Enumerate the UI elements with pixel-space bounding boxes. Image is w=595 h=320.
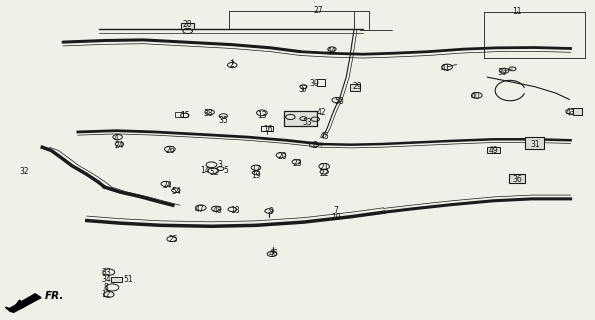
Text: 24: 24 <box>115 141 124 150</box>
Text: 49: 49 <box>488 146 498 155</box>
Text: 12: 12 <box>102 290 111 299</box>
Text: 17: 17 <box>251 165 261 174</box>
Bar <box>487 147 500 153</box>
Text: 25: 25 <box>168 235 178 244</box>
Text: 10: 10 <box>331 213 341 222</box>
Text: 36: 36 <box>512 175 522 184</box>
Text: 34: 34 <box>102 275 111 284</box>
Text: 24: 24 <box>162 181 172 190</box>
Text: 15: 15 <box>180 111 190 120</box>
Bar <box>350 84 361 91</box>
Text: 28: 28 <box>183 20 192 29</box>
Text: 39: 39 <box>497 68 507 77</box>
Text: 38: 38 <box>203 109 213 118</box>
Text: 30: 30 <box>309 79 319 88</box>
Text: 2: 2 <box>230 60 234 69</box>
Text: 37: 37 <box>299 85 308 94</box>
Text: FR.: FR. <box>45 292 65 301</box>
Text: 47: 47 <box>195 205 205 214</box>
Bar <box>181 23 194 29</box>
Text: 29: 29 <box>352 82 362 91</box>
Bar <box>111 276 122 282</box>
Text: 16: 16 <box>263 125 273 134</box>
Text: 31: 31 <box>530 140 540 148</box>
Text: 51: 51 <box>124 275 133 284</box>
Text: 21: 21 <box>320 164 329 172</box>
Text: 42: 42 <box>317 108 326 117</box>
Text: 48: 48 <box>212 206 222 215</box>
Bar <box>525 137 544 149</box>
Bar <box>573 108 583 115</box>
Text: 8: 8 <box>104 283 109 292</box>
Text: 46: 46 <box>269 250 278 259</box>
Text: 50: 50 <box>334 97 344 106</box>
Text: 32: 32 <box>20 167 29 176</box>
Text: 27: 27 <box>314 6 323 15</box>
Text: 3: 3 <box>218 160 223 169</box>
Text: 14: 14 <box>201 166 210 175</box>
Bar <box>284 111 317 126</box>
Text: 19: 19 <box>251 171 261 180</box>
Text: 43: 43 <box>566 108 575 117</box>
Bar <box>261 125 273 131</box>
Text: 23: 23 <box>293 159 302 168</box>
Text: 40: 40 <box>471 92 480 101</box>
Text: 18: 18 <box>230 206 240 215</box>
Text: 45: 45 <box>320 132 329 140</box>
Text: 22: 22 <box>320 169 329 178</box>
Text: 41: 41 <box>441 64 451 73</box>
Text: 6: 6 <box>313 141 318 150</box>
Text: 7: 7 <box>334 206 339 215</box>
Text: 13: 13 <box>257 111 267 120</box>
Text: 11: 11 <box>512 7 522 16</box>
Text: 35: 35 <box>218 116 228 125</box>
Text: 54: 54 <box>171 188 181 196</box>
Bar <box>174 112 183 117</box>
Bar <box>509 174 525 183</box>
Text: 4: 4 <box>114 134 119 143</box>
Polygon shape <box>5 294 41 312</box>
Text: 53: 53 <box>303 118 312 127</box>
Text: 20: 20 <box>278 152 287 161</box>
Text: 44: 44 <box>327 47 337 56</box>
Bar <box>317 79 325 86</box>
Text: 9: 9 <box>268 207 273 216</box>
Text: 33: 33 <box>102 268 111 277</box>
Text: 5: 5 <box>224 166 228 175</box>
Text: 26: 26 <box>165 146 175 155</box>
Text: 52: 52 <box>209 168 219 177</box>
